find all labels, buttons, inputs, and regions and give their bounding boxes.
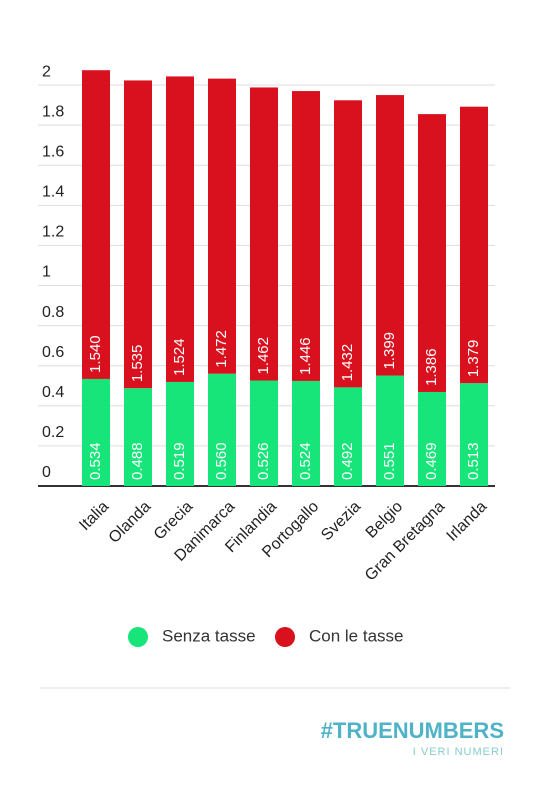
legend-label: Con le tasse [309,626,404,645]
y-tick-label: 1.6 [42,143,64,160]
value-label: 0.513 [465,442,482,480]
bar-segment [334,387,362,486]
bar-segment [82,70,110,379]
bar-segment [82,378,110,486]
value-label: 0.526 [255,442,272,480]
legend-label: Senza tasse [162,626,256,645]
value-label: 0.534 [87,442,104,480]
y-tick-label: 2 [42,63,51,80]
value-label: 1.386 [423,348,440,386]
value-label: 1.540 [87,335,104,373]
bar-segment [292,380,320,486]
legend-marker [128,627,148,647]
bar-segment [418,114,446,392]
value-label: 0.492 [339,442,356,480]
y-tick-label: 1 [42,264,51,281]
y-tick-label: 0 [42,464,51,481]
y-tick-label: 1.4 [42,184,64,201]
y-tick-label: 1.8 [42,103,64,120]
value-label: 1.462 [255,337,272,375]
x-tick-label: Svezia [318,498,364,544]
y-tick-label: 0.6 [42,344,64,361]
value-label: 1.379 [465,340,482,378]
bar-segment [250,380,278,486]
bar-segment [460,383,488,486]
value-label: 0.519 [171,442,188,480]
logo: #TRUENUMBERS [321,718,504,743]
value-label: 1.535 [129,345,146,383]
value-label: 1.446 [297,337,314,375]
bar-segment [418,391,446,486]
y-tick-label: 1.2 [42,224,64,241]
value-label: 1.399 [381,332,398,370]
bar-segment [376,375,404,486]
value-label: 0.551 [381,442,398,480]
value-label: 0.469 [423,442,440,480]
value-label: 0.560 [213,442,230,480]
legend-marker [275,627,295,647]
bar-segment [166,76,194,382]
bar-segment [166,381,194,486]
bar-segment [208,78,236,374]
value-label: 1.472 [213,330,230,368]
x-tick-label: Irlanda [444,498,491,545]
bar-segment [124,388,152,486]
bar-segment [292,91,320,381]
value-label: 0.488 [129,442,146,480]
tagline: I VERI NUMERI [413,746,504,758]
bar-segment [124,80,152,389]
x-tick-label: Olanda [106,498,155,547]
value-label: 0.524 [297,442,314,480]
y-tick-label: 0.4 [42,384,64,401]
y-tick-label: 0.2 [42,424,64,441]
bar-segment [376,95,404,376]
value-label: 1.524 [171,338,188,376]
bar-segment [460,106,488,384]
bar-segment [250,87,278,381]
x-tick-label: Italia [76,498,112,534]
y-tick-label: 0.8 [42,304,64,321]
bar-segment [334,100,362,388]
bar-segment [208,373,236,486]
value-label: 1.432 [339,344,356,382]
